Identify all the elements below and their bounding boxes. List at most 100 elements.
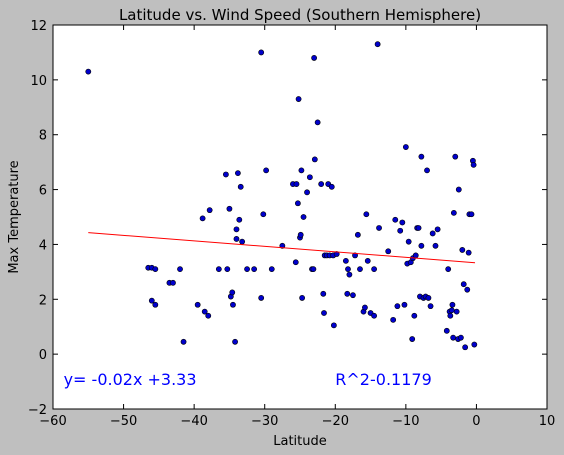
annotation-text: y= -0.02x +3.33 <box>64 370 197 389</box>
data-point <box>295 96 302 102</box>
data-point <box>215 266 222 273</box>
data-point <box>229 289 236 296</box>
data-point <box>297 231 304 238</box>
data-point <box>429 230 436 237</box>
plot-area <box>53 25 547 409</box>
data-point <box>333 251 340 257</box>
data-point <box>390 316 397 323</box>
data-point <box>471 341 478 348</box>
x-tick-label: −40 <box>180 414 207 429</box>
data-point <box>342 257 349 264</box>
data-point <box>352 252 358 259</box>
y-tick-label: 12 <box>30 19 47 34</box>
data-point <box>237 183 244 190</box>
data-point <box>230 301 236 308</box>
y-tick-label: 8 <box>39 129 47 144</box>
data-point <box>399 219 406 226</box>
data-point <box>411 312 418 319</box>
x-tick-label: −60 <box>39 414 66 429</box>
y-tick-label: −2 <box>28 403 47 418</box>
data-point <box>293 181 300 187</box>
data-point <box>425 295 432 301</box>
data-point <box>304 189 310 196</box>
y-tick-label: 2 <box>39 293 47 308</box>
data-point <box>464 286 471 293</box>
data-point <box>299 295 306 301</box>
data-points <box>85 41 478 351</box>
x-tick-label: −50 <box>110 414 137 429</box>
data-point <box>453 308 460 315</box>
data-point <box>401 301 408 308</box>
data-point <box>465 249 472 256</box>
data-point <box>350 292 356 299</box>
data-point <box>346 271 353 278</box>
data-point <box>374 41 381 48</box>
data-point <box>397 227 404 234</box>
data-point <box>244 266 250 273</box>
data-point <box>376 225 382 231</box>
data-point <box>409 336 416 342</box>
x-tick-label: −20 <box>322 414 349 429</box>
data-point <box>468 211 475 218</box>
x-tick-label: 0 <box>472 414 480 429</box>
data-point <box>402 144 409 150</box>
data-point <box>251 266 258 273</box>
data-point <box>460 281 467 288</box>
data-point <box>392 216 399 223</box>
data-point <box>311 156 318 163</box>
data-point <box>306 174 313 181</box>
data-point <box>310 266 317 273</box>
data-point <box>279 242 286 249</box>
x-tick-label: −10 <box>392 414 419 429</box>
y-tick-label: 4 <box>39 238 47 253</box>
data-point <box>201 308 208 315</box>
data-point <box>371 266 377 273</box>
data-point <box>328 183 335 190</box>
data-point <box>418 242 425 249</box>
data-point <box>405 238 412 245</box>
data-point <box>298 167 305 174</box>
plot-frame <box>52 24 548 410</box>
x-axis-label: Latitude <box>273 434 327 449</box>
data-point <box>194 301 201 308</box>
data-point <box>177 266 183 273</box>
y-tick-label: 6 <box>39 184 47 199</box>
data-point <box>233 226 240 233</box>
data-point <box>199 215 206 222</box>
data-point <box>206 207 213 214</box>
data-point <box>152 301 159 308</box>
y-tick-label: 10 <box>30 74 47 89</box>
data-point <box>364 257 371 264</box>
data-point <box>152 266 159 273</box>
data-point <box>268 266 275 273</box>
data-point <box>452 153 459 160</box>
data-point <box>385 248 392 255</box>
data-point <box>427 303 434 310</box>
data-point <box>205 312 212 319</box>
data-point <box>450 209 457 216</box>
data-point <box>354 231 361 238</box>
data-point <box>234 170 241 177</box>
data-point <box>450 334 457 341</box>
regression-line <box>88 232 476 264</box>
data-point <box>318 181 325 187</box>
data-point <box>449 301 456 308</box>
data-point <box>412 252 419 259</box>
data-point <box>458 334 464 341</box>
data-point <box>321 310 327 316</box>
data-point <box>344 290 351 297</box>
data-point <box>443 327 450 334</box>
data-point <box>434 226 441 233</box>
data-point <box>222 171 229 178</box>
data-point <box>300 214 307 220</box>
data-point <box>363 211 370 218</box>
x-tick-label: −30 <box>251 414 278 429</box>
data-point <box>320 290 327 297</box>
data-point <box>330 322 337 329</box>
data-point <box>239 238 246 245</box>
data-point <box>294 200 301 207</box>
x-tick-label: 10 <box>539 414 556 429</box>
data-point <box>148 297 155 304</box>
